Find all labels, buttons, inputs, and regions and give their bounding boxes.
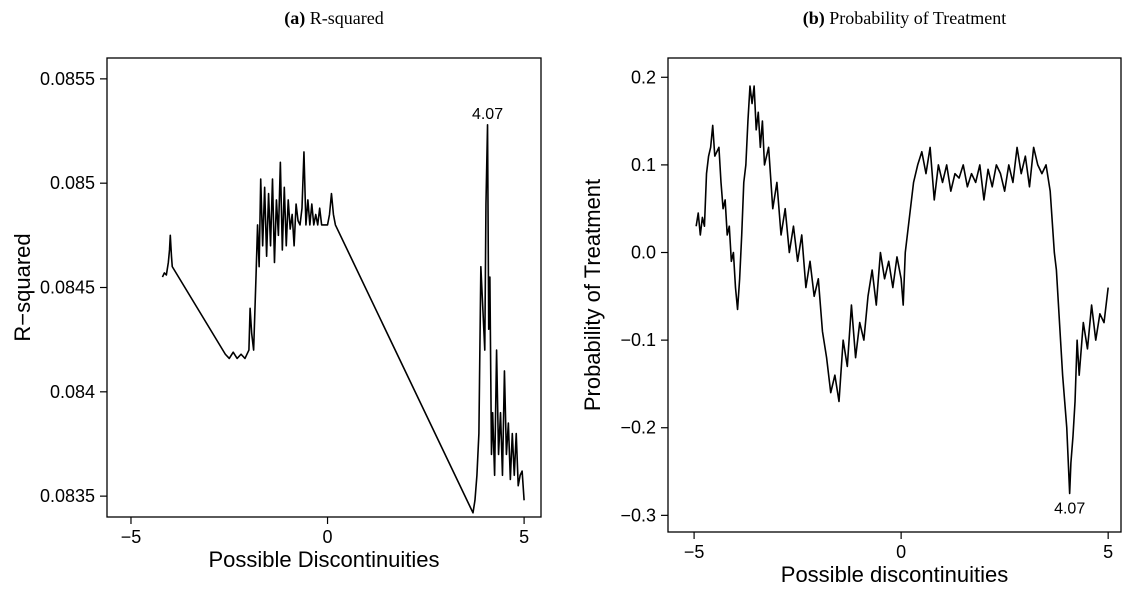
x-axis-label: Possible discontinuities bbox=[781, 562, 1008, 587]
y-axis-label: R−squared bbox=[10, 233, 35, 341]
y-tick-label: 0.0845 bbox=[40, 278, 95, 298]
y-tick-label: 0.0855 bbox=[40, 69, 95, 89]
x-axis-label: Possible Discontinuities bbox=[208, 547, 439, 572]
y-tick-label: −0.3 bbox=[620, 505, 656, 525]
title-text: Probability of Treatment bbox=[829, 8, 1006, 28]
plot-frame bbox=[667, 57, 1122, 533]
panel-label: (b) bbox=[803, 8, 825, 29]
y-tick-label: 0.0835 bbox=[40, 486, 95, 506]
data-line bbox=[161, 123, 525, 514]
y-tick-label: 0.085 bbox=[50, 173, 95, 193]
annotation: 4.07 bbox=[1054, 500, 1085, 517]
y-tick-label: 0.1 bbox=[631, 155, 656, 175]
y-tick-label: −0.2 bbox=[620, 418, 656, 438]
y-tick-label: 0.2 bbox=[631, 67, 656, 87]
panel-title: (b) Probability of Treatment bbox=[803, 8, 1007, 29]
panel: (b) Probability of Treatment −0.3 −0.2 −0.1… bbox=[580, 8, 1122, 587]
x-tick-label: 5 bbox=[1103, 542, 1113, 562]
y-tick-label: −0.1 bbox=[620, 330, 656, 350]
x-tick-label: 0 bbox=[896, 542, 906, 562]
panel-label: (a) bbox=[284, 8, 305, 29]
y-tick-label: 0.0 bbox=[631, 243, 656, 263]
x-tick-label: −5 bbox=[684, 542, 705, 562]
panel-title: (a) R-squared bbox=[284, 8, 383, 29]
y-tick-label: 0.084 bbox=[50, 382, 95, 402]
annotation: 4.07 bbox=[472, 106, 503, 123]
plot-frame bbox=[106, 57, 542, 518]
x-tick-label: −5 bbox=[121, 527, 142, 547]
data-line bbox=[695, 85, 1109, 495]
y-axis-label: Probability of Treatment bbox=[580, 179, 605, 411]
panel: (a) R-squared 0.0835 0.084 0.0845 0.085 0.085… bbox=[10, 8, 542, 572]
x-tick-label: 0 bbox=[323, 527, 333, 547]
x-tick-label: 5 bbox=[519, 527, 529, 547]
title-text: R-squared bbox=[310, 8, 384, 28]
